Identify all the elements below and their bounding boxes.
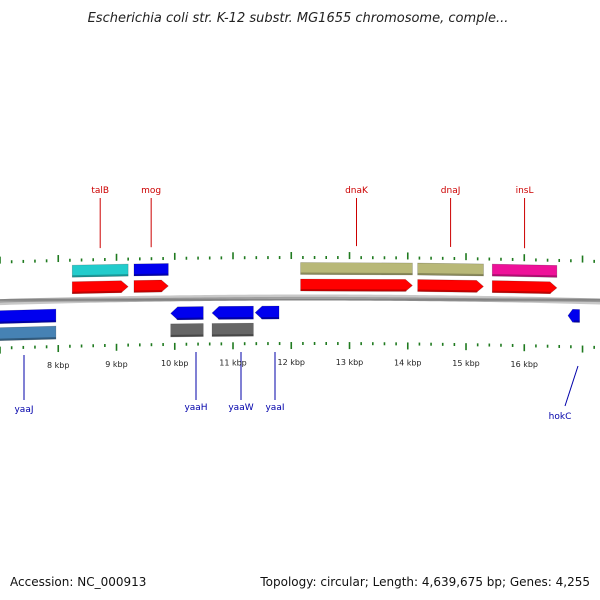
axis-labels: 8 kbp 9 kbp 10 kbp 11 kbp 12 kbp 13 kbp 14 kbp… <box>47 358 538 370</box>
cds-arrow-yaaW[interactable] <box>211 305 254 320</box>
gene-label-yaaH[interactable]: yaaH <box>184 403 207 413</box>
cds-arrow-yaaH[interactable] <box>170 306 204 321</box>
gene-bar-yaaJ[interactable] <box>0 325 57 341</box>
axis-tick-label: 11 kbp <box>219 358 247 367</box>
gene-bar-shadow <box>212 334 254 337</box>
gene-label-hokC[interactable]: hokC <box>549 412 572 422</box>
cds-arrow-yaaJ[interactable] <box>0 308 57 324</box>
axis-tick-label: 8 kbp <box>47 361 69 370</box>
cds-arrow-mog[interactable] <box>133 279 169 293</box>
gene-label-insL[interactable]: insL <box>516 186 534 196</box>
gene-label-mog[interactable]: mog <box>141 186 161 196</box>
gene-bar-yaaW[interactable] <box>211 322 254 337</box>
feature-track <box>0 262 580 341</box>
cds-arrow-shadow <box>133 290 163 293</box>
feature-yaaJ[interactable] <box>0 308 57 341</box>
gene-label-dnaJ[interactable]: dnaJ <box>441 186 461 196</box>
accession-text: Accession: NC_000913 <box>10 575 146 589</box>
cds-arrow-dnaK[interactable] <box>300 278 413 292</box>
chromosome-backbone <box>0 294 600 306</box>
gene-bar-mog[interactable] <box>133 263 169 277</box>
cds-arrow-shadow <box>0 320 56 324</box>
cds-arrow-yaaI[interactable] <box>254 305 280 320</box>
backbone-arc-core <box>0 296 600 303</box>
gene-bar-talB[interactable] <box>71 263 129 278</box>
cds-arrow-shadow <box>492 290 551 294</box>
cds-arrow-shadow <box>176 317 204 320</box>
cds-arrow-shadow <box>261 317 280 320</box>
axis-tick-label: 13 kbp <box>336 358 364 367</box>
cds-arrow-shadow <box>72 290 123 294</box>
axis-tick-label: 10 kbp <box>161 359 189 368</box>
feature-labels: talB mog dnaK dnaJ insL yaaJ yaaH yaaW yaaI hokC <box>14 186 579 422</box>
cds-arrow-talB[interactable] <box>71 280 129 295</box>
feature-yaaH[interactable] <box>170 306 204 338</box>
gene-label-yaaI[interactable]: yaaI <box>265 403 284 413</box>
gene-bar-shadow <box>300 272 413 276</box>
cds-arrow-dnaJ[interactable] <box>417 279 484 293</box>
cds-arrow-insL[interactable] <box>491 280 558 295</box>
axis-tick-label: 14 kbp <box>394 358 422 367</box>
cds-arrow-hokC[interactable] <box>567 308 580 323</box>
gene-label-yaaW[interactable]: yaaW <box>228 403 253 413</box>
gene-label-talB[interactable]: talB <box>91 186 109 196</box>
feature-insL[interactable] <box>491 263 558 295</box>
axis-tick-label: 15 kbp <box>452 359 480 368</box>
gene-bar-insL[interactable] <box>491 263 558 278</box>
gene-bar-shadow <box>492 274 557 278</box>
feature-mog[interactable] <box>133 263 169 293</box>
feature-yaaW[interactable] <box>211 305 254 337</box>
feature-talB[interactable] <box>71 263 129 295</box>
feature-yaaI[interactable] <box>254 305 280 320</box>
tick-marks <box>0 252 595 354</box>
summary-text: Topology: circular; Length: 4,639,675 bp… <box>259 575 590 589</box>
gene-bar-shadow <box>417 273 484 276</box>
axis-tick-label: 16 kbp <box>511 360 539 369</box>
feature-dnaK[interactable] <box>300 262 413 292</box>
map-title: Escherichia coli str. K-12 substr. MG165… <box>88 11 509 26</box>
gene-bar-shadow <box>133 273 169 276</box>
gene-bar-yaaH[interactable] <box>170 323 204 338</box>
gene-bar-dnaK[interactable] <box>300 262 413 276</box>
cds-arrow-shadow <box>417 289 478 293</box>
feature-hokC[interactable] <box>567 308 580 323</box>
axis-tick-label: 12 kbp <box>278 358 306 367</box>
gene-bar-dnaJ[interactable] <box>417 262 484 277</box>
feature-dnaJ[interactable] <box>417 262 484 293</box>
axis-tick-label: 9 kbp <box>105 360 127 369</box>
cds-arrow-shadow <box>218 317 254 320</box>
gene-label-dnaK[interactable]: dnaK <box>345 186 369 196</box>
gene-bar-shadow <box>170 334 204 337</box>
gene-bar-shadow <box>72 274 129 278</box>
cds-arrow-shadow <box>573 320 580 323</box>
gene-bar-shadow <box>0 337 56 341</box>
cds-arrow-shadow <box>300 289 407 292</box>
label-leader-hokC <box>564 365 579 407</box>
gene-label-yaaJ[interactable]: yaaJ <box>14 405 33 415</box>
